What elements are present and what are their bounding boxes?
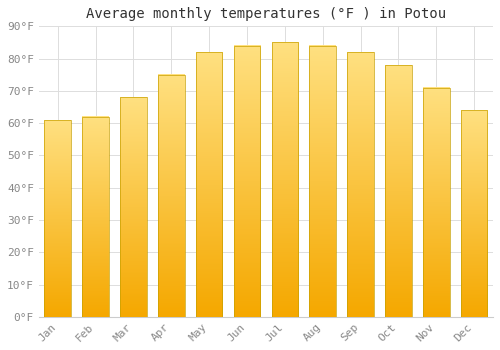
Title: Average monthly temperatures (°F ) in Potou: Average monthly temperatures (°F ) in Po…	[86, 7, 446, 21]
